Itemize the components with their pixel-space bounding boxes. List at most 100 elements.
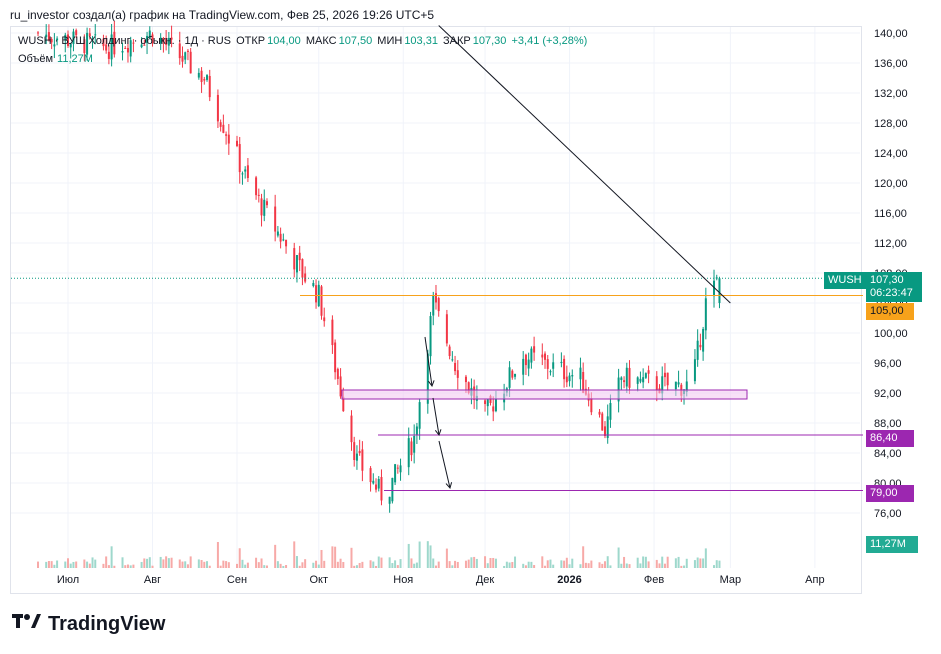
candle-body [372,480,375,484]
volume-bar [353,565,356,568]
candle-body [456,370,459,378]
volume-bar [260,558,263,568]
candle-body [361,449,364,471]
chart-frame[interactable] [10,26,862,594]
candle-body [285,239,288,247]
candle-body [685,381,688,392]
candle-body [304,273,307,282]
candle-body [396,467,399,469]
volume-bar [470,557,473,568]
candle-body [644,373,647,378]
volume-bar [276,561,279,568]
time-axis: Июл Авг Сен Окт Ноя Дек 2026 Фев Мар Апр [57,574,825,586]
volume-bar [257,562,260,568]
volume-bar [655,559,658,568]
candle-body [227,134,230,144]
candle-body [102,38,105,47]
candle-body [494,399,497,412]
volume-bar [492,557,495,568]
candle-body [696,340,699,360]
time-tick-label: Апр [805,574,824,586]
volume-bar [317,564,320,568]
candle-body [129,40,132,57]
volume-bar [167,558,170,568]
volume-bar [244,564,247,568]
candle-body [639,378,642,382]
volume-bar [696,557,699,568]
candle-body [110,34,113,60]
volume-bar [334,546,337,568]
candle-body [56,38,59,41]
candle-body [178,43,181,59]
volume-bar [37,561,40,568]
volume-bar [64,561,67,568]
candle-body [339,376,342,397]
candle-body [334,342,337,373]
candle-body [244,169,247,172]
candle-body [598,411,601,415]
volume-bar [75,561,78,568]
symbol-tag: WUSH [824,272,866,289]
close-value: 107,30 [472,35,507,47]
candle-body [295,255,298,273]
candle-body [126,47,129,53]
volume-bar [552,564,555,568]
candle-body [413,436,416,453]
close-label: ЗАКР [443,35,471,47]
tradingview-logo[interactable]: TradingView [12,612,165,636]
candle-body [225,134,228,136]
volume-bar [265,565,268,568]
candle-body [549,371,552,373]
volume-bar [184,561,187,568]
volume-bar [146,558,149,568]
candle-body [642,377,645,383]
candle-body [524,354,527,366]
volume-bar [394,560,397,568]
volume-bar [601,563,604,568]
volume-bar [148,557,151,568]
candle-body [47,32,50,41]
candle-body [342,396,345,412]
candle-body [713,280,716,297]
volume-bar [350,547,353,568]
volume-bar [208,565,211,568]
volume-bar [702,558,705,568]
volume-bar [113,565,116,568]
candle-body [380,477,383,501]
candle-body [331,319,334,346]
candle-body [45,34,48,38]
candle-body [200,70,203,83]
volume-bar [677,556,680,568]
candle-body [565,376,568,383]
candle-body [677,382,680,385]
volume-bar [527,561,530,568]
price-tick-label: 116,00 [874,208,907,220]
candle-body [148,30,151,39]
volume-bar [489,558,492,568]
volume-bar [432,558,435,568]
volume-bar [396,565,399,568]
volume-bar [197,559,200,568]
candle-body [464,376,467,383]
time-tick-label: Сен [227,574,247,586]
volume-bar [372,561,375,568]
candle-body [91,39,94,41]
candle-body [369,468,372,483]
volume-bars [37,541,721,568]
volume-bar [503,565,506,568]
volume-bar [219,565,222,568]
candle-body [189,51,192,74]
volume-bar [88,563,91,568]
volume-bar [454,560,457,568]
volume-bar [391,563,394,568]
candle-body [533,346,536,353]
symbol-line: WUSH · ВУШ Холдинг · обыкн. · 1Д · RUS [18,35,232,47]
volume-bar [661,556,664,568]
brand-name: TradingView [48,612,166,635]
volume-bar [464,560,467,568]
volume-bar [587,563,590,568]
volume-bar [437,561,440,568]
candle-body [655,376,658,391]
candle-body [37,32,40,34]
